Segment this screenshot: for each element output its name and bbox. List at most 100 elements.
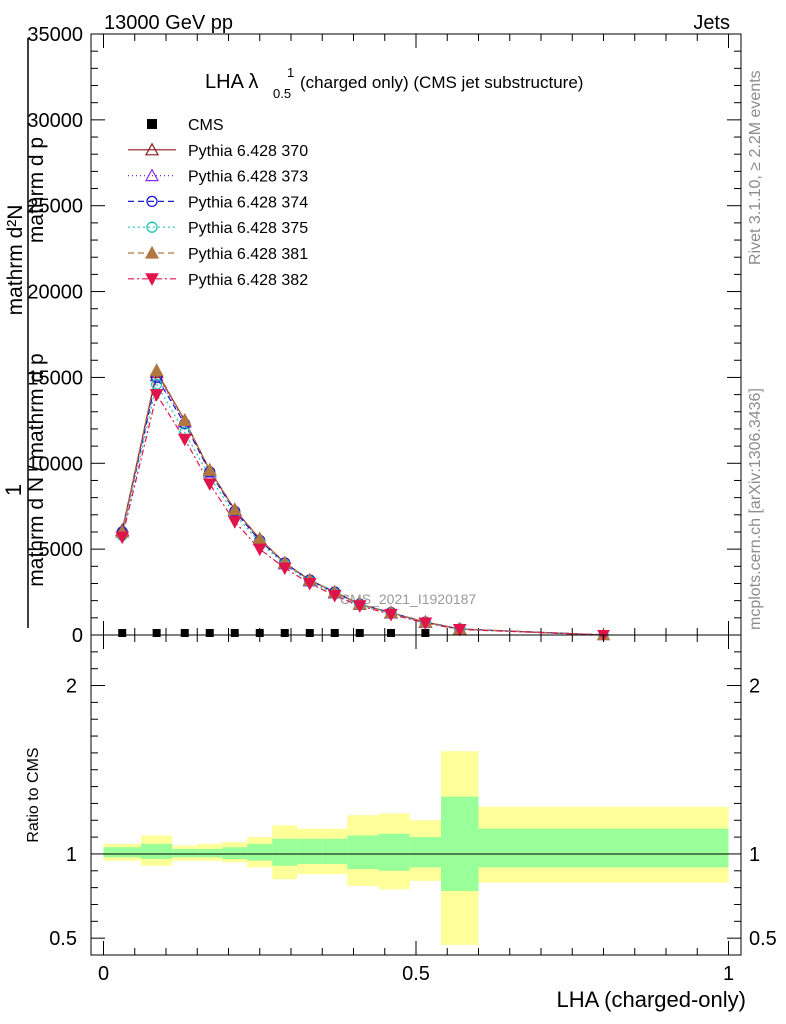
ratio-inner-band [222, 847, 248, 859]
ratio-y-tick-label-right: 1 [749, 844, 760, 866]
legend-entry-label: Pythia 6.428 381 [188, 246, 308, 263]
legend-entry-label: Pythia 6.428 370 [188, 143, 308, 160]
ratio-inner-band [141, 843, 173, 859]
cms-data-point [118, 629, 127, 637]
cms-data-point [280, 629, 289, 637]
cms-data-point [387, 629, 395, 637]
title-superscript: 1 [287, 65, 294, 80]
main-y-tick-label: 35000 [27, 24, 83, 46]
ratio-inner-band [378, 833, 410, 871]
header-process-label: Jets [693, 12, 730, 34]
legend-entry-label: Pythia 6.428 382 [188, 272, 308, 289]
title-subscript: 0.5 [273, 86, 291, 101]
legend-marker [146, 221, 158, 233]
x-tick-label: 0.5 [402, 963, 430, 985]
x-tick-label: 1 [723, 963, 734, 985]
cms-data-point [330, 629, 339, 637]
ratio-y-tick-label: 2 [66, 676, 77, 698]
main-x-ticks [103, 34, 729, 635]
legend-marker [144, 142, 160, 156]
ratio-inner-band [409, 837, 441, 868]
series-point [177, 433, 192, 447]
cms-data-point [180, 629, 189, 637]
series-point [149, 363, 164, 377]
series-line [121, 393, 604, 636]
ratio-inner-band [322, 838, 348, 865]
main-panel: 0 5000 10000 15000 20000 25000 30000 35000 CMS_… [1, 24, 742, 647]
series-line [121, 382, 604, 636]
x-axis-label: LHA (charged-only) [556, 987, 746, 1012]
series-point [202, 462, 217, 476]
series-point [352, 600, 367, 613]
cms-data-point [152, 629, 161, 637]
main-y-tick-label: 15000 [27, 367, 83, 389]
ratio-inner-band [347, 835, 379, 870]
series-point [149, 389, 164, 402]
ratio-frame [90, 634, 742, 956]
legend-marker [144, 168, 160, 182]
main-y-tick-label: 20000 [27, 282, 83, 304]
series-point [384, 608, 398, 622]
analysis-watermark: CMS_2021_I1920187 [340, 591, 476, 607]
ratio-y-tick-label: 0.5 [49, 928, 77, 950]
ratio-inner-band [172, 848, 198, 858]
ratio-inner-band [247, 843, 273, 861]
ratio-inner-band [197, 848, 223, 858]
ratio-inner-band [103, 847, 141, 858]
cms-data-point [355, 629, 364, 637]
ratio-inner-band [297, 838, 323, 865]
legend-marker [144, 245, 160, 259]
main-title: LHA λ 1 0.5 (charged only) (CMS jet subs… [205, 65, 583, 101]
legend-entry-label: Pythia 6.428 375 [188, 220, 308, 237]
cms-data-point [421, 629, 430, 637]
main-y-tick-label: 5000 [39, 539, 84, 561]
cms-data-point [305, 629, 314, 637]
cms-data-point [230, 629, 239, 637]
main-y-tick-label: 25000 [27, 196, 83, 218]
series-point [227, 502, 242, 516]
legend-entry-label: Pythia 6.428 374 [188, 194, 308, 211]
main-y-axis: 0 5000 10000 15000 20000 25000 30000 35000 [27, 24, 741, 647]
main-y-label: 1 mathrm d²N mathrm d N / mathrm d p mat… [1, 38, 48, 628]
legend-marker [146, 195, 158, 208]
y-label-den-rest: mathrm d p [25, 137, 48, 243]
series-point [302, 577, 317, 591]
cms-data-point [255, 629, 264, 637]
series-point [418, 617, 433, 631]
rivet-version-text: Rivet 3.1.10, ≥ 2.2M events [747, 70, 764, 265]
title-main: LHA λ [205, 71, 258, 93]
ratio-y-tick-label: 1 [66, 844, 77, 866]
title-rest: (charged only) (CMS jet substructure) [300, 73, 583, 92]
ratio-bands-group [103, 751, 729, 945]
header-energy-label: 13000 GeV pp [104, 12, 233, 34]
legend-entry-label: CMS [188, 117, 224, 134]
ratio-inner-band [478, 828, 729, 868]
legend-marker [147, 119, 157, 129]
ratio-y-label: Ratio to CMS [25, 747, 42, 842]
series-point [177, 413, 192, 426]
series-point [115, 531, 130, 545]
ratio-x-axis: 0 0.5 1 [98, 635, 734, 985]
legend: CMS Pythia 6.428 370 Pythia 6.428 373 Pythi… [128, 117, 308, 289]
ratio-inner-band [441, 796, 479, 891]
main-y-tick-label: 10000 [27, 453, 83, 475]
main-y-tick-label: 30000 [27, 110, 83, 132]
series-point [327, 590, 342, 603]
ratio-inner-band [272, 838, 298, 866]
y-label-numerator: 1 [1, 484, 26, 496]
y-label-num-text: mathrm d²N [4, 205, 27, 316]
legend-entry-label: Pythia 6.428 373 [188, 169, 308, 186]
series-point [252, 543, 267, 557]
series-point [227, 516, 242, 529]
main-y-tick-label: 0 [72, 625, 83, 647]
mcplots-credit-text: mcplots.cern.ch [arXiv:1306.3436] [747, 388, 764, 630]
legend-marker [145, 273, 159, 286]
y-label-den-text: mathrm d N / mathrm d p [25, 353, 48, 586]
series-point [277, 562, 292, 576]
ratio-y-tick-label-right: 2 [749, 676, 760, 698]
ratio-y-axis: 0.5 0.5 1 1 2 2 [49, 651, 777, 950]
cms-data-point [205, 629, 214, 637]
x-tick-label: 0 [98, 963, 109, 985]
series-point [202, 478, 217, 491]
